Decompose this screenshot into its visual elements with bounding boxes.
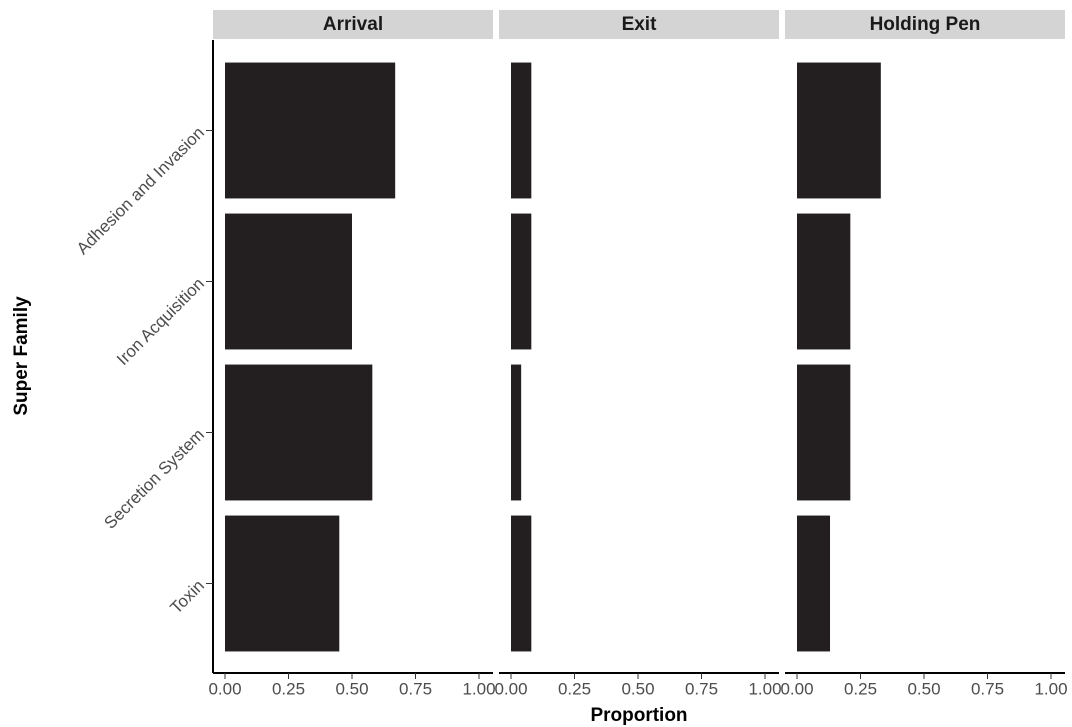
x-tick-label: 0.00 bbox=[494, 679, 527, 698]
bar bbox=[797, 62, 881, 199]
x-tick-label: 0.00 bbox=[208, 679, 241, 698]
x-tick-label: 0.75 bbox=[685, 679, 718, 698]
y-tick-label: Toxin bbox=[167, 576, 208, 617]
bar bbox=[511, 213, 532, 350]
x-tick-label: 0.25 bbox=[558, 679, 591, 698]
strip-label: Exit bbox=[622, 14, 658, 35]
strip bbox=[499, 10, 779, 39]
strip-label: Holding Pen bbox=[870, 14, 981, 35]
x-tick-label: 0.50 bbox=[335, 679, 368, 698]
x-tick-label: 0.50 bbox=[907, 679, 940, 698]
x-tick-label: 0.25 bbox=[844, 679, 877, 698]
bar bbox=[511, 364, 522, 501]
x-tick-label: 0.75 bbox=[971, 679, 1004, 698]
x-tick-label: 1.00 bbox=[462, 679, 495, 698]
strip bbox=[213, 10, 493, 39]
x-axis-title: Proportion bbox=[590, 705, 687, 726]
x-tick-label: 1.00 bbox=[748, 679, 781, 698]
y-tick-label: Iron Acquisition bbox=[113, 274, 208, 369]
bar bbox=[225, 364, 373, 501]
bar bbox=[511, 515, 532, 652]
bar bbox=[797, 364, 851, 501]
y-axis-title: Super Family bbox=[11, 296, 32, 416]
bar bbox=[797, 213, 851, 350]
y-tick-label: Adhesion and Invasion bbox=[73, 123, 208, 258]
strip bbox=[785, 10, 1065, 39]
x-tick-label: 1.00 bbox=[1034, 679, 1067, 698]
bar bbox=[797, 515, 831, 652]
y-tick-label: Secretion System bbox=[100, 425, 208, 533]
x-tick-label: 0.75 bbox=[399, 679, 432, 698]
bar bbox=[225, 213, 352, 350]
bar bbox=[511, 62, 532, 199]
x-tick-label: 0.50 bbox=[621, 679, 654, 698]
strip-label: Arrival bbox=[323, 14, 383, 35]
bar bbox=[225, 62, 396, 199]
x-tick-label: 0.00 bbox=[780, 679, 813, 698]
x-tick-label: 0.25 bbox=[272, 679, 305, 698]
bar bbox=[225, 515, 340, 652]
